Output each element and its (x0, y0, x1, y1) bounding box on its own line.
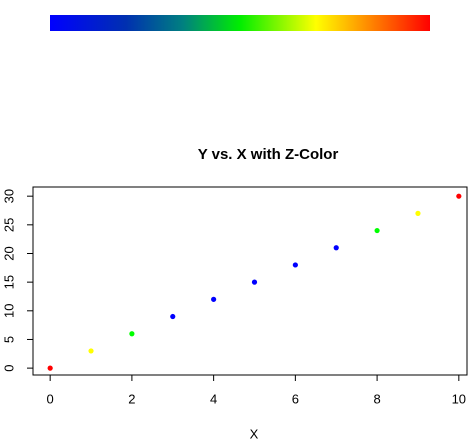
point (211, 296, 217, 302)
point (333, 245, 339, 251)
point (292, 262, 298, 268)
x-tick-label: 4 (210, 391, 217, 406)
y-tick-label: 15 (1, 275, 16, 289)
point (88, 348, 94, 354)
y-tick-label: 10 (1, 304, 16, 318)
x-tick-label: 2 (128, 391, 135, 406)
point (129, 331, 135, 337)
chart-title: Y vs. X with Z-Color (198, 146, 339, 163)
y-tick-label: 5 (1, 336, 16, 343)
point (170, 313, 176, 320)
point (415, 210, 421, 216)
color-bar (50, 15, 430, 31)
point (374, 227, 380, 234)
x-tick-label: 8 (373, 391, 380, 406)
point (251, 279, 258, 285)
x-tick-label: 6 (292, 391, 299, 406)
y-tick-label: 30 (1, 189, 16, 203)
y-tick-label: 20 (1, 246, 16, 260)
point (47, 365, 53, 371)
y-tick-label: 0 (1, 365, 16, 372)
x-tick-label: 10 (452, 391, 466, 406)
x-axis-label: X (250, 426, 259, 441)
plot-box (32, 186, 468, 376)
point (456, 193, 462, 199)
y-tick-label: 25 (1, 218, 16, 232)
x-tick-label: 0 (47, 391, 54, 406)
